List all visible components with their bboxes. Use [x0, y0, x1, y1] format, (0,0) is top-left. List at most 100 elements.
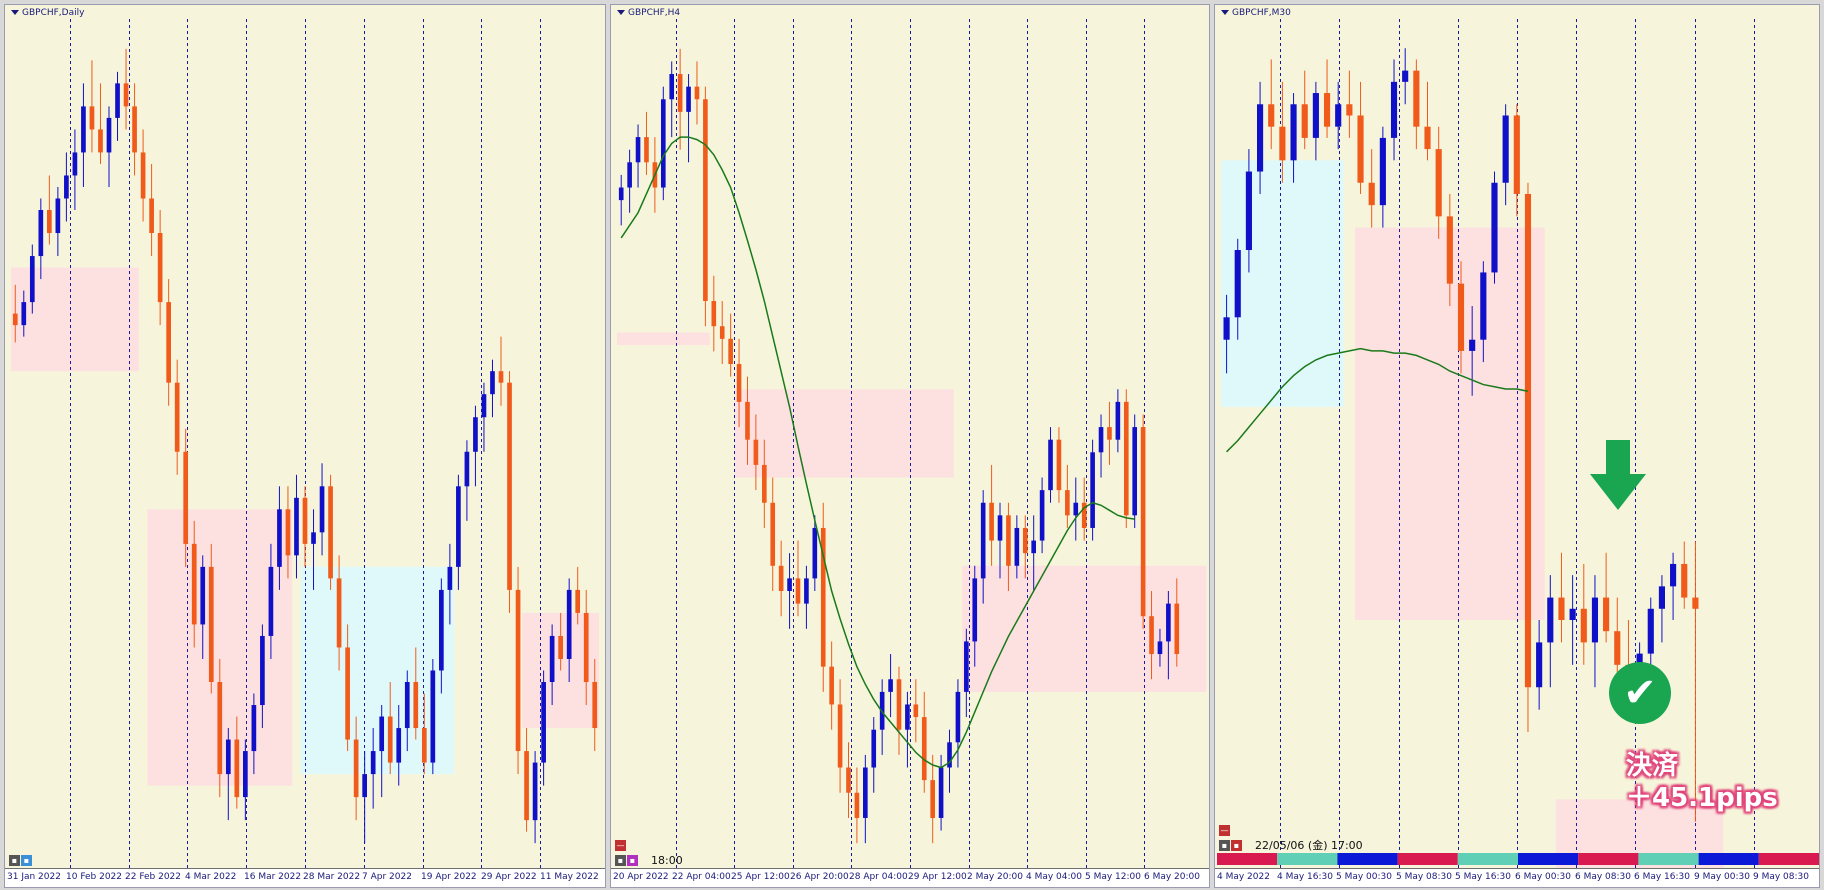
candle-body	[1524, 193, 1532, 688]
candle-body	[745, 401, 750, 440]
candle-body	[1603, 597, 1610, 632]
session-segment	[1578, 853, 1639, 865]
candle-body	[311, 532, 316, 544]
candle-body	[157, 233, 163, 303]
candle-body	[234, 739, 240, 798]
shaded-zone	[617, 332, 710, 346]
candle-body	[1558, 597, 1565, 620]
candle-body	[140, 152, 146, 199]
x-tick-label: 4 May 04:00	[1026, 872, 1082, 882]
x-tick-label: 6 May 20:00	[1144, 872, 1200, 882]
candle-body	[123, 83, 129, 107]
candle-body	[1157, 641, 1163, 655]
candle-body	[1390, 81, 1398, 138]
candle-body	[778, 565, 784, 591]
candle-body	[592, 681, 598, 729]
candle-body	[549, 635, 555, 682]
candle-body	[98, 129, 103, 153]
candle-body	[1039, 490, 1045, 541]
candle-body	[770, 502, 776, 566]
chart-title: GBPCHF,M30	[1221, 8, 1291, 18]
candle-body	[1647, 608, 1654, 654]
candle-body	[1073, 502, 1079, 516]
panel-icon[interactable]: ▪	[1219, 840, 1230, 851]
x-tick-label: 6 May 16:30	[1634, 872, 1690, 882]
candle-body	[47, 210, 52, 234]
down-arrow-icon	[1590, 440, 1646, 510]
chart-plot-h4[interactable]	[611, 5, 1210, 888]
candle-body	[644, 137, 649, 163]
x-tick-label: 4 May 16:30	[1277, 872, 1333, 882]
chart-panel-h4: GBPCHF,H4 — ▪ ▪ 18:00 20 Apr 2022 22 Apr …	[610, 4, 1210, 888]
panel-icon[interactable]: ▪	[9, 855, 20, 866]
panel-icon[interactable]: ▪	[21, 855, 32, 866]
candle-body	[1090, 452, 1095, 528]
pips-text: ＋45.1pips	[1626, 783, 1778, 813]
time-axis: 31 Jan 2022 10 Feb 2022 22 Feb 2022 4 Mar 2…	[5, 868, 605, 887]
panel-icon[interactable]: ▪	[615, 855, 626, 866]
panel-icon[interactable]: —	[1219, 825, 1230, 836]
candle-body	[989, 502, 994, 541]
panel-icon[interactable]: ▪	[1231, 840, 1242, 851]
candle-body	[1368, 182, 1375, 206]
candle-body	[1065, 490, 1070, 516]
candle-body	[1223, 317, 1230, 340]
candle-body	[1446, 216, 1453, 284]
candle-body	[947, 742, 952, 768]
chart-panel-daily: GBPCHF,Daily ▪ ▪ 31 Jan 2022 10 Feb 2022 2…	[4, 4, 606, 888]
candle-body	[930, 780, 935, 818]
candle-body	[174, 382, 180, 452]
time-axis: 4 May 2022 4 May 16:30 5 May 00:30 5 May 08…	[1215, 868, 1819, 887]
candle-body	[820, 527, 826, 667]
moving-average-line	[1226, 347, 1529, 453]
candle-body	[1257, 104, 1264, 172]
candle-body	[1502, 115, 1509, 183]
candle-body	[686, 86, 691, 112]
candle-body	[12, 313, 18, 326]
panel-icon[interactable]: —	[615, 840, 626, 851]
candle-body	[421, 728, 427, 763]
candle-body	[55, 198, 61, 234]
candle-body	[1513, 115, 1520, 194]
candle-body	[319, 486, 325, 533]
x-tick-label: 7 Apr 2022	[362, 872, 412, 882]
x-tick-label: 5 May 16:30	[1455, 872, 1511, 882]
candle-body	[1402, 70, 1409, 82]
candle-body	[89, 106, 95, 130]
x-tick-label: 2 May 20:00	[967, 872, 1023, 882]
x-tick-label: 29 Apr 2022	[481, 872, 537, 882]
candle-body	[694, 86, 700, 100]
candle-body	[285, 509, 291, 556]
candle-body	[1312, 93, 1319, 138]
x-tick-label: 10 Feb 2022	[66, 872, 123, 882]
candle-body	[677, 74, 683, 112]
candle-body	[268, 566, 274, 636]
candle-body	[379, 716, 385, 752]
candle-body	[787, 578, 792, 591]
panel-icon[interactable]: ▪	[627, 855, 638, 866]
candle-body	[72, 152, 78, 176]
chart-plot-m30[interactable]	[1215, 5, 1820, 888]
candle-body	[1670, 563, 1677, 587]
chart-plot-daily[interactable]	[5, 5, 606, 888]
candle-body	[1234, 250, 1241, 318]
candle-body	[1290, 104, 1297, 161]
x-tick-label: 16 Mar 2022	[244, 872, 302, 882]
x-tick-label: 4 Mar 2022	[185, 872, 237, 882]
candle-body	[829, 666, 834, 705]
candle-body	[1435, 149, 1442, 217]
x-tick-label: 28 Mar 2022	[303, 872, 361, 882]
shaded-zone	[734, 389, 954, 478]
shaded-zone	[300, 566, 455, 775]
shaded-zone	[1221, 160, 1344, 407]
candle-body	[1346, 104, 1353, 116]
candle-body	[1174, 603, 1180, 655]
x-tick-label: 28 Apr 04:00	[849, 872, 908, 882]
candle-body	[1123, 401, 1129, 516]
candle-body	[753, 439, 759, 465]
candle-body	[166, 302, 171, 383]
candle-body	[225, 739, 231, 775]
candle-body	[1098, 427, 1104, 453]
x-tick-label: 4 May 2022	[1217, 872, 1270, 882]
session-segment	[1457, 853, 1518, 865]
